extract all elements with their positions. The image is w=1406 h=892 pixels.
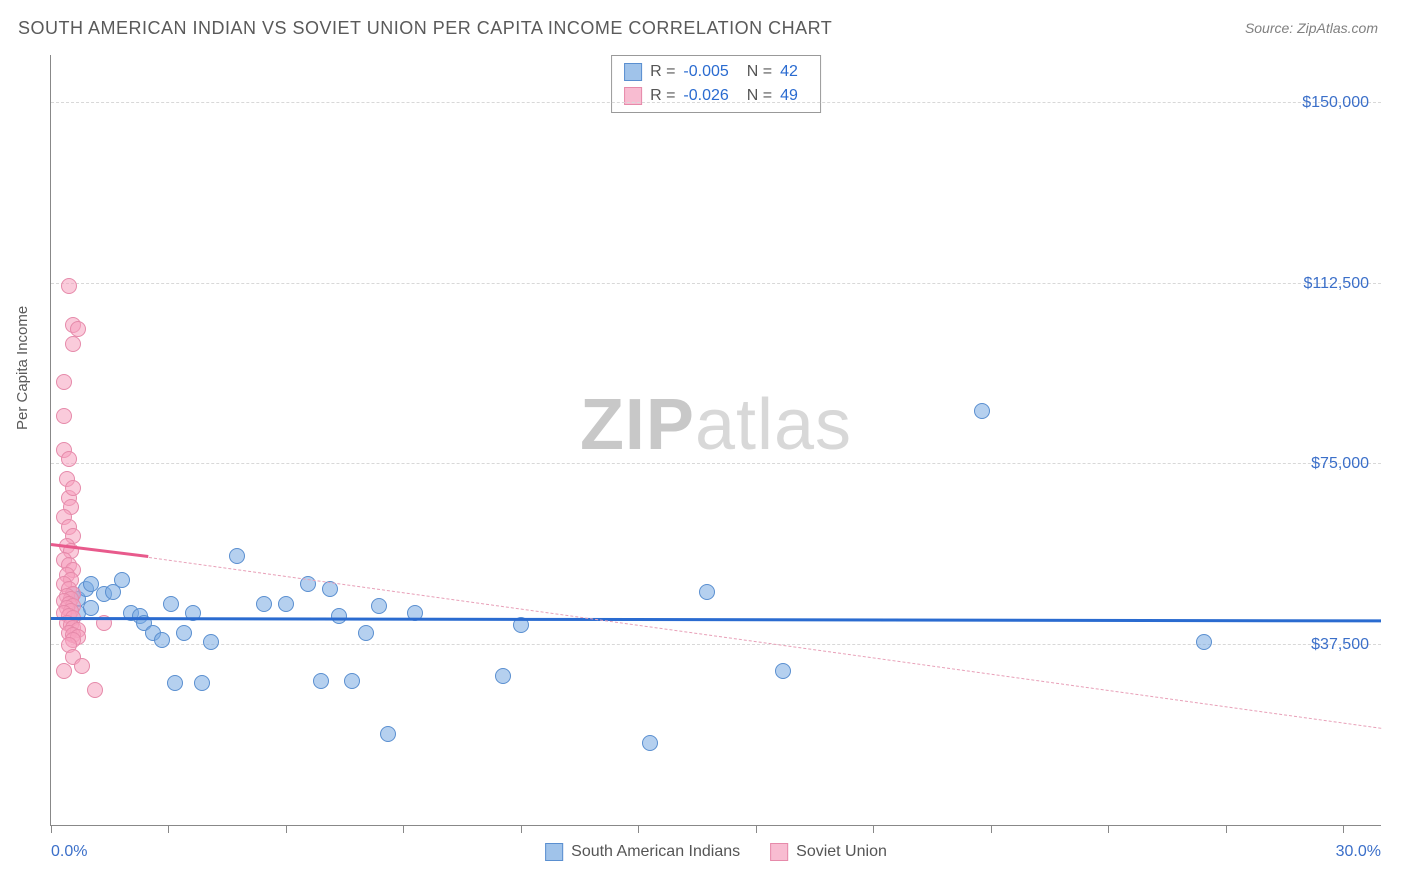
data-point xyxy=(229,548,245,564)
legend-swatch-pink-icon xyxy=(770,843,788,861)
trend-line xyxy=(51,617,1381,622)
x-tick xyxy=(873,825,874,833)
watermark: ZIPatlas xyxy=(580,384,852,466)
data-point xyxy=(83,600,99,616)
gridline xyxy=(51,283,1381,284)
x-tick xyxy=(1343,825,1344,833)
x-tick xyxy=(521,825,522,833)
data-point xyxy=(371,598,387,614)
r-label: R = xyxy=(650,84,675,108)
data-point xyxy=(344,673,360,689)
gridline xyxy=(51,644,1381,645)
x-axis-min-label: 0.0% xyxy=(51,843,87,861)
swatch-blue-icon xyxy=(624,63,642,81)
legend-label: Soviet Union xyxy=(796,843,887,861)
x-tick xyxy=(51,825,52,833)
chart-title: SOUTH AMERICAN INDIAN VS SOVIET UNION PE… xyxy=(18,18,832,39)
n-label: N = xyxy=(747,84,772,108)
data-point xyxy=(61,451,77,467)
source-attribution: Source: ZipAtlas.com xyxy=(1245,20,1378,36)
data-point xyxy=(278,596,294,612)
stats-row-blue: R = -0.005 N = 42 xyxy=(624,60,808,84)
data-point xyxy=(70,321,86,337)
x-tick xyxy=(756,825,757,833)
data-point xyxy=(56,374,72,390)
x-tick xyxy=(638,825,639,833)
r-value-pink: -0.026 xyxy=(683,84,728,108)
legend-item: Soviet Union xyxy=(770,843,887,861)
data-point xyxy=(56,663,72,679)
data-point xyxy=(194,675,210,691)
data-point xyxy=(167,675,183,691)
data-point xyxy=(65,480,81,496)
n-value-blue: 42 xyxy=(780,60,798,84)
data-point xyxy=(699,584,715,600)
gridline xyxy=(51,102,1381,103)
data-point xyxy=(358,625,374,641)
data-point xyxy=(256,596,272,612)
x-tick xyxy=(1108,825,1109,833)
data-point xyxy=(313,673,329,689)
x-tick xyxy=(286,825,287,833)
correlation-stats-box: R = -0.005 N = 42 R = -0.026 N = 49 xyxy=(611,55,821,113)
x-axis-max-label: 30.0% xyxy=(1336,843,1381,861)
data-point xyxy=(56,408,72,424)
data-point xyxy=(65,336,81,352)
r-value-blue: -0.005 xyxy=(683,60,728,84)
r-label: R = xyxy=(650,60,675,84)
data-point xyxy=(203,634,219,650)
scatter-plot-area: ZIPatlas R = -0.005 N = 42 R = -0.026 N … xyxy=(50,55,1381,826)
stats-row-pink: R = -0.026 N = 49 xyxy=(624,84,808,108)
data-point xyxy=(87,682,103,698)
data-point xyxy=(114,572,130,588)
data-point xyxy=(331,608,347,624)
y-tick-label: $37,500 xyxy=(1311,636,1369,654)
data-point xyxy=(775,663,791,679)
y-tick-label: $75,000 xyxy=(1311,455,1369,473)
gridline xyxy=(51,463,1381,464)
n-label: N = xyxy=(747,60,772,84)
y-axis-label: Per Capita Income xyxy=(14,306,31,430)
data-point xyxy=(642,735,658,751)
n-value-pink: 49 xyxy=(780,84,798,108)
data-point xyxy=(61,278,77,294)
x-tick xyxy=(403,825,404,833)
y-tick-label: $112,500 xyxy=(1303,275,1369,293)
data-point xyxy=(74,658,90,674)
data-point xyxy=(495,668,511,684)
data-point xyxy=(154,632,170,648)
legend: South American Indians Soviet Union xyxy=(545,843,887,861)
data-point xyxy=(974,403,990,419)
y-tick-label: $150,000 xyxy=(1302,94,1369,112)
x-tick xyxy=(168,825,169,833)
data-point xyxy=(380,726,396,742)
legend-swatch-blue-icon xyxy=(545,843,563,861)
data-point xyxy=(176,625,192,641)
legend-label: South American Indians xyxy=(571,843,740,861)
x-tick xyxy=(991,825,992,833)
legend-item: South American Indians xyxy=(545,843,740,861)
x-tick xyxy=(1226,825,1227,833)
data-point xyxy=(163,596,179,612)
data-point xyxy=(1196,634,1212,650)
